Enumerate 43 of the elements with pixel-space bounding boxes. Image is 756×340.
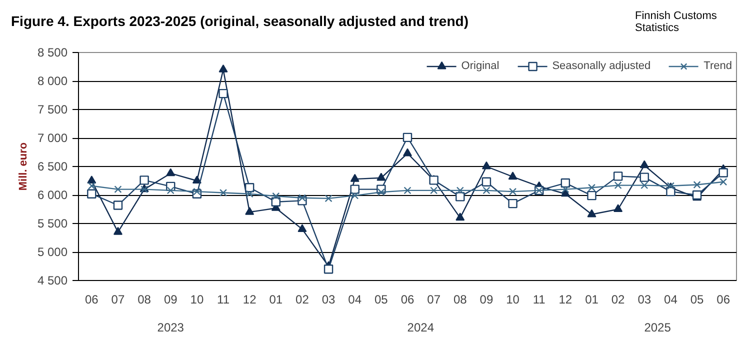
x-tick-label: 01 <box>269 292 283 306</box>
x-tick-label: 04 <box>348 292 362 306</box>
y-tick-label: 5 500 <box>37 216 68 230</box>
x-tick-label: 09 <box>480 292 494 306</box>
text: 2023 <box>157 320 184 334</box>
x-tick-label: 06 <box>84 292 99 306</box>
legend-label: Original <box>461 60 500 72</box>
legend-label: Seasonally adjusted <box>552 60 651 72</box>
x-tick-label: 09 <box>164 292 178 306</box>
x-tick-label: 12 <box>558 292 572 306</box>
y-axis-title: Mill. euro <box>17 142 30 191</box>
x-tick-label: 02 <box>296 292 310 306</box>
y-tick-label: 7 000 <box>37 131 68 145</box>
text: Finnish Customs Statistics <box>635 10 718 34</box>
x-tick-label: 03 <box>638 292 652 306</box>
x-tick-label: 10 <box>506 292 520 306</box>
x-tick-label: 07 <box>427 292 441 306</box>
y-tick-label: 8 500 <box>37 46 68 60</box>
x-tick-label: 08 <box>453 292 468 306</box>
legend-label: Trend <box>704 60 732 72</box>
x-tick-label: 11 <box>532 292 546 306</box>
x-tick-label: 01 <box>585 292 599 306</box>
x-tick-label: 11 <box>217 292 230 306</box>
y-tick-label: 8 000 <box>37 74 68 88</box>
x-tick-label: 05 <box>690 292 704 306</box>
x-tick-label: 08 <box>138 292 152 306</box>
y-tick-label: 6 500 <box>37 160 68 174</box>
y-tick-label: 5 000 <box>37 245 68 259</box>
y-tick-label: 6 000 <box>37 188 68 202</box>
x-tick-label: 10 <box>190 292 204 306</box>
chart-title: Figure 4. Exports 2023-2025 (original, seasonally adjusted and trend) <box>11 12 468 31</box>
x-tick-label: 04 <box>664 292 678 306</box>
x-tick-label: 12 <box>242 292 257 306</box>
y-tick-label: 7 500 <box>37 102 68 116</box>
x-tick-label: 05 <box>374 292 388 306</box>
x-tick-label: 02 <box>611 292 626 306</box>
y-tick-label: 4 500 <box>37 274 68 288</box>
text: 2024 <box>407 320 434 334</box>
x-tick-label: 07 <box>111 292 125 306</box>
x-tick-label: 06 <box>716 292 730 306</box>
text: 2025 <box>644 320 672 334</box>
x-tick-label: 06 <box>400 292 414 306</box>
x-tick-label: 03 <box>322 292 336 306</box>
